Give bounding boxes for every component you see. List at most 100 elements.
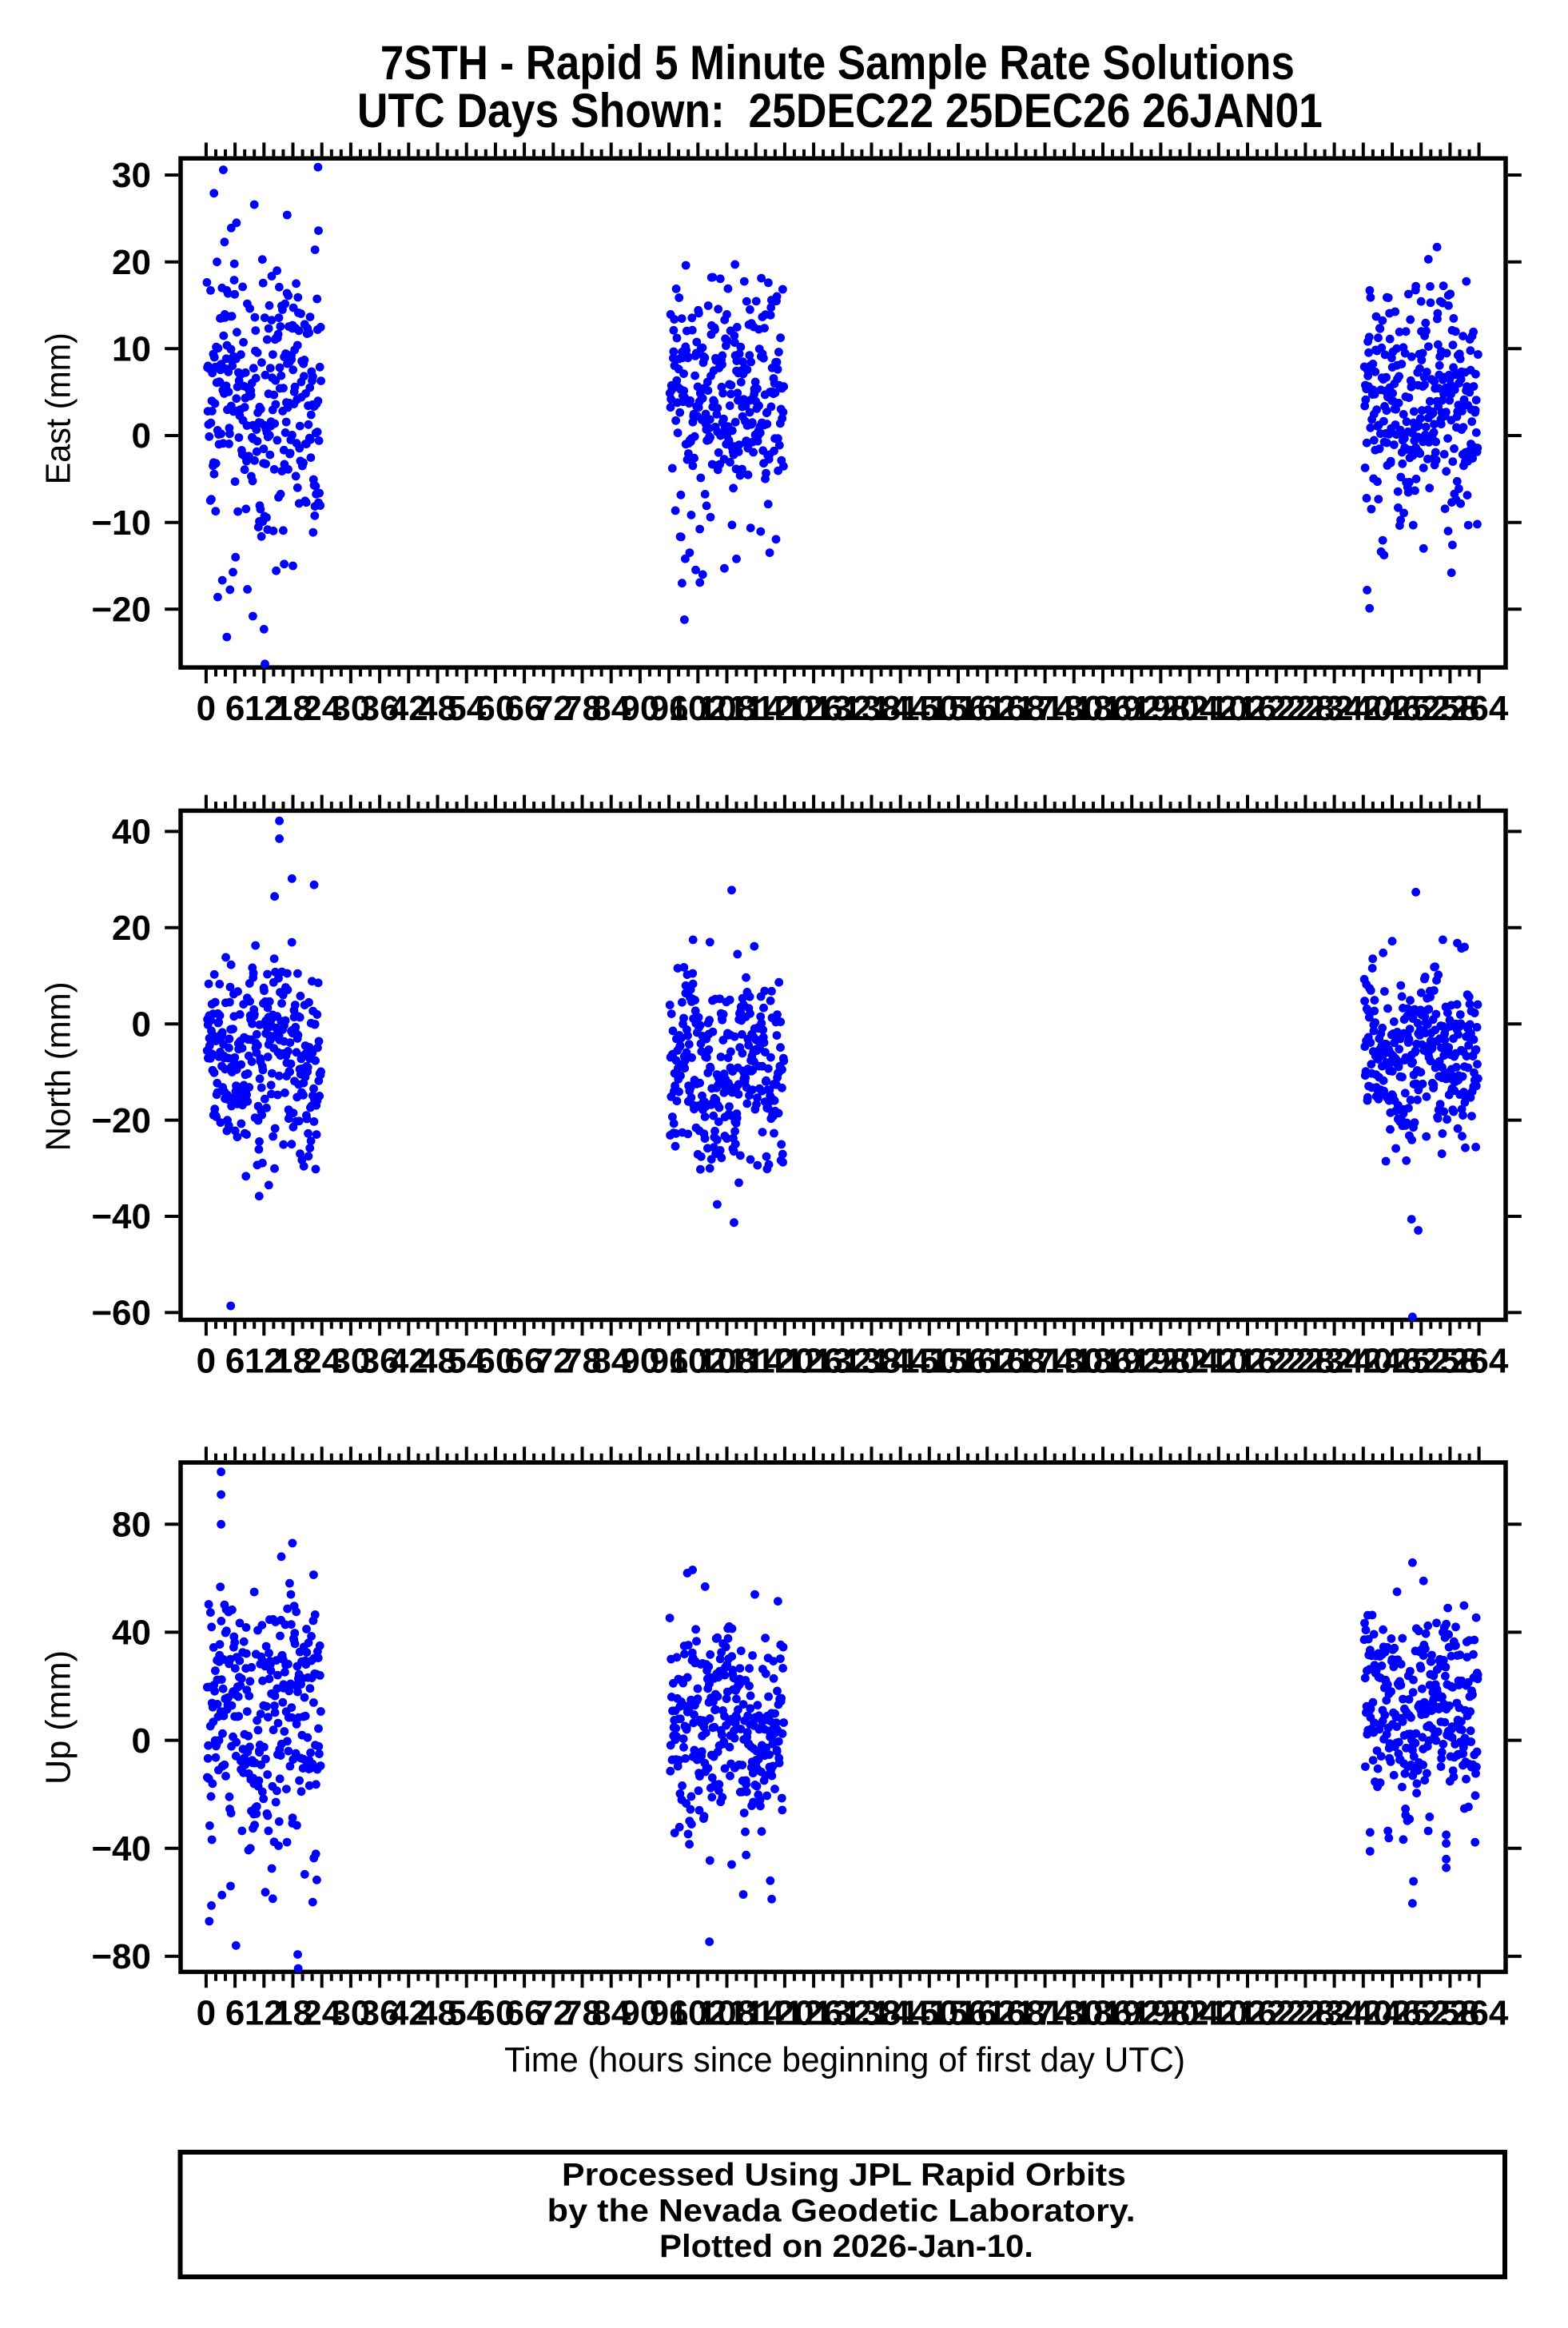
- svg-text:0: 0: [132, 1005, 151, 1044]
- svg-text:108: 108: [698, 1993, 756, 2032]
- svg-text:246: 246: [1363, 689, 1421, 728]
- svg-text:252: 252: [1391, 1342, 1450, 1381]
- svg-text:7STH - Rapid 5 Minute Sample R: 7STH - Rapid 5 Minute Sample Rate Soluti…: [380, 36, 1295, 90]
- svg-text:168: 168: [987, 689, 1045, 728]
- svg-text:198: 198: [1132, 1993, 1190, 2032]
- svg-text:84: 84: [591, 1342, 631, 1381]
- svg-text:180: 180: [1045, 689, 1103, 728]
- svg-text:240: 240: [1334, 1993, 1392, 2032]
- svg-text:−20: −20: [91, 1101, 151, 1140]
- svg-text:186: 186: [1073, 1993, 1132, 2032]
- svg-text:156: 156: [929, 689, 987, 728]
- svg-text:150: 150: [900, 1342, 958, 1381]
- svg-text:192: 192: [1102, 1993, 1160, 2032]
- svg-text:30: 30: [112, 156, 151, 195]
- svg-text:36: 36: [360, 1342, 400, 1381]
- svg-text:204: 204: [1160, 1993, 1220, 2032]
- svg-text:0: 0: [197, 689, 216, 728]
- svg-text:18: 18: [273, 1993, 312, 2032]
- svg-text:174: 174: [1016, 1342, 1075, 1381]
- svg-text:162: 162: [957, 689, 1016, 728]
- svg-text:174: 174: [1016, 689, 1075, 728]
- svg-text:204: 204: [1160, 1342, 1220, 1381]
- svg-text:90: 90: [620, 689, 659, 728]
- svg-text:198: 198: [1132, 689, 1190, 728]
- svg-text:66: 66: [505, 1993, 544, 2032]
- svg-text:18: 18: [273, 689, 312, 728]
- svg-text:66: 66: [505, 689, 544, 728]
- svg-text:78: 78: [563, 689, 602, 728]
- svg-text:72: 72: [534, 689, 573, 728]
- svg-text:114: 114: [727, 1342, 785, 1381]
- svg-text:48: 48: [418, 689, 457, 728]
- svg-text:54: 54: [447, 1993, 486, 2032]
- svg-text:186: 186: [1073, 1342, 1132, 1381]
- svg-text:84: 84: [591, 689, 631, 728]
- svg-text:20: 20: [112, 909, 151, 948]
- svg-text:264: 264: [1450, 1342, 1509, 1381]
- svg-text:192: 192: [1102, 1342, 1160, 1381]
- svg-text:252: 252: [1391, 689, 1450, 728]
- svg-text:by the Nevada Geodetic Laborat: by the Nevada Geodetic Laboratory.: [547, 2193, 1136, 2228]
- svg-text:6: 6: [225, 1342, 245, 1381]
- svg-text:Up (mm): Up (mm): [39, 1650, 78, 1785]
- svg-text:108: 108: [698, 689, 756, 728]
- svg-text:Processed Using JPL Rapid Orbi: Processed Using JPL Rapid Orbits: [562, 2158, 1126, 2193]
- svg-text:84: 84: [591, 1993, 631, 2032]
- svg-text:12: 12: [245, 1993, 284, 2032]
- svg-text:96: 96: [650, 689, 689, 728]
- svg-text:120: 120: [755, 1342, 814, 1381]
- svg-text:East (mm): East (mm): [39, 332, 78, 484]
- svg-text:150: 150: [900, 689, 958, 728]
- svg-text:12: 12: [245, 689, 284, 728]
- svg-text:126: 126: [784, 1342, 842, 1381]
- svg-text:258: 258: [1421, 1993, 1479, 2032]
- svg-text:96: 96: [650, 1342, 689, 1381]
- svg-text:264: 264: [1450, 689, 1509, 728]
- svg-text:−40: −40: [91, 1197, 151, 1236]
- svg-text:0: 0: [197, 1993, 216, 2032]
- svg-text:102: 102: [669, 689, 727, 728]
- svg-text:216: 216: [1218, 1993, 1276, 2032]
- svg-text:156: 156: [929, 1993, 987, 2032]
- svg-text:72: 72: [534, 1993, 573, 2032]
- svg-text:234: 234: [1305, 689, 1364, 728]
- svg-text:222: 222: [1247, 1342, 1305, 1381]
- svg-text:48: 48: [418, 1342, 457, 1381]
- svg-text:North (mm): North (mm): [39, 981, 78, 1151]
- svg-text:42: 42: [389, 1993, 428, 2032]
- svg-text:54: 54: [447, 689, 486, 728]
- svg-text:174: 174: [1016, 1993, 1075, 2032]
- svg-text:162: 162: [957, 1993, 1016, 2032]
- svg-text:−10: −10: [91, 503, 151, 543]
- svg-text:−40: −40: [91, 1829, 151, 1868]
- svg-text:144: 144: [871, 1993, 930, 2032]
- svg-text:216: 216: [1218, 1342, 1276, 1381]
- svg-text:6: 6: [225, 1993, 245, 2032]
- svg-text:40: 40: [112, 813, 151, 852]
- svg-text:126: 126: [784, 1993, 842, 2032]
- svg-text:216: 216: [1218, 689, 1276, 728]
- svg-text:132: 132: [814, 689, 872, 728]
- svg-text:120: 120: [755, 1993, 814, 2032]
- svg-text:Plotted on 2026-Jan-10.: Plotted on 2026-Jan-10.: [659, 2229, 1033, 2264]
- svg-text:228: 228: [1276, 1342, 1335, 1381]
- svg-text:60: 60: [476, 1993, 515, 2032]
- svg-text:102: 102: [669, 1342, 727, 1381]
- svg-text:96: 96: [650, 1993, 689, 2032]
- svg-text:144: 144: [871, 1342, 930, 1381]
- svg-text:144: 144: [871, 689, 930, 728]
- svg-text:36: 36: [360, 689, 400, 728]
- svg-text:78: 78: [563, 1993, 602, 2032]
- svg-text:120: 120: [755, 689, 814, 728]
- svg-text:114: 114: [727, 1993, 785, 2032]
- svg-text:132: 132: [814, 1993, 872, 2032]
- svg-text:192: 192: [1102, 689, 1160, 728]
- svg-text:78: 78: [563, 1342, 602, 1381]
- svg-text:126: 126: [784, 689, 842, 728]
- svg-text:42: 42: [389, 689, 428, 728]
- svg-text:30: 30: [331, 689, 370, 728]
- svg-text:240: 240: [1334, 1342, 1392, 1381]
- svg-text:0: 0: [132, 1721, 151, 1761]
- svg-text:10: 10: [112, 330, 151, 369]
